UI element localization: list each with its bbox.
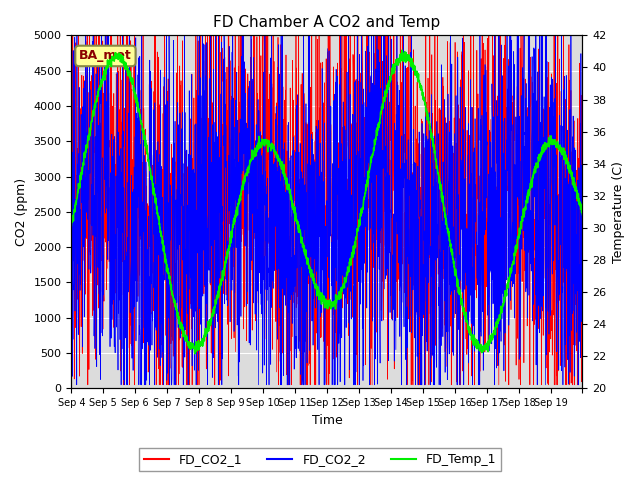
Y-axis label: CO2 (ppm): CO2 (ppm) (15, 178, 28, 246)
FD_CO2_2 (73, 33, 81, 38)
FD_CO2_1 (84, 382, 92, 388)
FD_CO2_1 (481, 349, 489, 355)
FD_Temp_1 (579, 212, 586, 217)
FD_CO2_2 (229, 244, 237, 250)
FD_Temp_1 (68, 223, 76, 228)
FD_CO2_2 (481, 128, 489, 134)
Line: FD_Temp_1: FD_Temp_1 (72, 50, 582, 354)
FD_CO2_2 (572, 147, 579, 153)
FD_Temp_1 (118, 53, 126, 59)
X-axis label: Time: Time (312, 414, 342, 427)
Y-axis label: Temperature (C): Temperature (C) (612, 161, 625, 263)
FD_CO2_1 (229, 243, 237, 249)
FD_CO2_2 (358, 33, 365, 38)
FD_Temp_1 (229, 224, 237, 230)
FD_CO2_1 (579, 205, 586, 211)
Line: FD_CO2_2: FD_CO2_2 (72, 36, 582, 385)
FD_CO2_2 (73, 382, 81, 388)
Legend: FD_CO2_1, FD_CO2_2, FD_Temp_1: FD_CO2_1, FD_CO2_2, FD_Temp_1 (139, 448, 501, 471)
FD_CO2_2 (119, 144, 127, 150)
FD_Temp_1 (398, 48, 406, 53)
FD_CO2_1 (510, 103, 518, 108)
FD_CO2_1 (572, 302, 579, 308)
FD_Temp_1 (510, 261, 518, 267)
FD_CO2_2 (510, 48, 518, 54)
Text: BA_met: BA_met (79, 49, 132, 62)
FD_CO2_2 (579, 73, 586, 79)
FD_CO2_2 (68, 173, 76, 179)
FD_CO2_1 (358, 60, 365, 66)
FD_Temp_1 (191, 351, 198, 357)
FD_Temp_1 (481, 346, 489, 352)
FD_CO2_1 (74, 33, 82, 38)
Title: FD Chamber A CO2 and Temp: FD Chamber A CO2 and Temp (213, 15, 440, 30)
FD_Temp_1 (572, 184, 579, 190)
Line: FD_CO2_1: FD_CO2_1 (72, 36, 582, 385)
FD_CO2_1 (119, 183, 127, 189)
FD_Temp_1 (358, 210, 365, 216)
FD_CO2_1 (68, 143, 76, 148)
